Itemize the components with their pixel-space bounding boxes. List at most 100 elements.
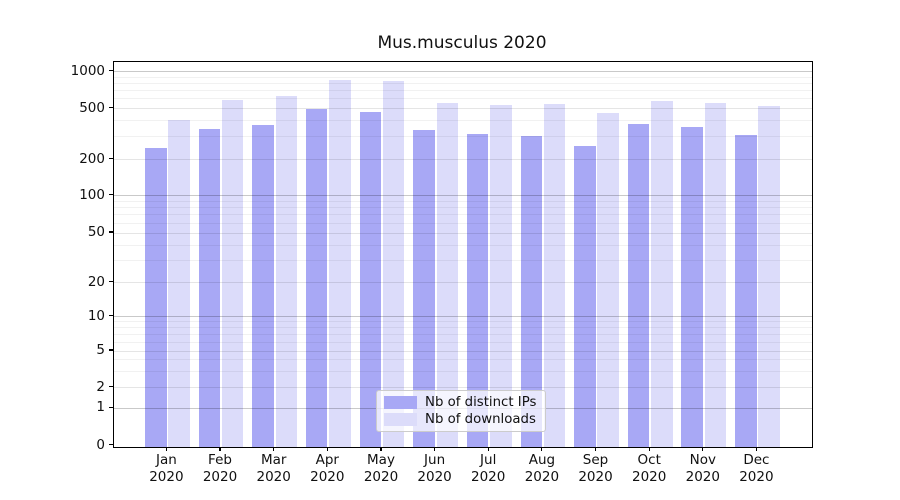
x-tick-label-aug: Aug 2020: [524, 452, 560, 485]
bar-distinct-ips-jan: [145, 148, 167, 447]
x-tick-label-nov: Nov 2020: [685, 452, 720, 485]
y-tick-mark: [109, 231, 113, 233]
minor-gridline: [114, 321, 812, 323]
legend-row: Nb of downloads: [384, 412, 538, 427]
bar-downloads-nov: [704, 102, 727, 447]
x-tick-label-jun: Jun 2020: [417, 452, 452, 485]
bar-distinct-ips-apr: [305, 109, 328, 447]
major-gridline: [114, 71, 812, 72]
x-tick-mark: [755, 447, 758, 451]
x-tick-mark: [273, 447, 275, 451]
x-tick-label-jul: Jul 2020: [471, 452, 506, 485]
bar-downloads-aug: [543, 104, 566, 447]
legend-row: Nb of distinct IPs: [384, 395, 538, 410]
minor-gridline: [114, 222, 812, 224]
y-tick-label: 50: [87, 224, 105, 240]
legend-label: Nb of downloads: [425, 412, 536, 428]
y-tick-mark: [109, 406, 113, 408]
x-tick-mark: [219, 447, 221, 451]
bar-downloads-jun: [436, 102, 458, 447]
minor-gridline: [114, 260, 812, 262]
y-tick-mark: [109, 443, 113, 446]
bar-distinct-ips-mar: [252, 124, 274, 447]
minor-gridline: [114, 341, 812, 343]
x-tick-label-dec: Dec 2020: [739, 452, 774, 485]
x-tick-mark: [165, 447, 168, 451]
x-tick-mark: [648, 447, 650, 451]
x-tick-label-oct: Oct 2020: [632, 452, 667, 485]
x-tick-mark: [594, 447, 597, 451]
bar-downloads-oct: [651, 100, 673, 447]
bar-distinct-ips-may: [359, 111, 382, 447]
y-tick-label: 1000: [70, 62, 105, 79]
medium-gridline: [114, 232, 812, 234]
minor-gridline: [114, 200, 812, 202]
x-tick-mark: [702, 447, 704, 451]
y-tick-mark: [109, 280, 113, 283]
y-tick-mark: [109, 315, 113, 317]
minor-gridline: [114, 136, 812, 138]
bar-distinct-ips-jun: [413, 130, 435, 447]
bar-downloads-feb: [221, 99, 244, 447]
x-tick-mark: [487, 447, 489, 451]
y-tick-label: 100: [79, 186, 105, 203]
legend-label: Nb of distinct IPs: [425, 394, 537, 410]
y-tick-label: 2: [96, 378, 105, 395]
y-tick-mark: [109, 106, 113, 109]
x-tick-label-jan: Jan 2020: [149, 452, 184, 485]
bar-distinct-ips-aug: [520, 135, 542, 447]
minor-gridline: [114, 82, 812, 84]
chart-title: Mus.musculus 2020: [377, 33, 547, 53]
minor-gridline: [114, 244, 812, 246]
legend-patch-downloads: [384, 413, 417, 427]
legend-patch-distinct-ips: [384, 395, 417, 409]
minor-gridline: [114, 327, 812, 329]
bar-distinct-ips-dec: [735, 134, 757, 447]
minor-gridline: [114, 76, 812, 78]
y-tick-label: 10: [87, 307, 105, 324]
x-tick-mark: [434, 447, 436, 451]
minor-gridline: [114, 207, 812, 209]
bar-downloads-may: [382, 80, 405, 447]
plot-area: [113, 61, 813, 448]
medium-gridline: [114, 350, 812, 352]
x-tick-label-feb: Feb 2020: [202, 452, 238, 485]
x-tick-label-sep: Sep 2020: [578, 452, 613, 485]
x-tick-mark: [326, 447, 328, 451]
minor-gridline: [114, 333, 812, 335]
bar-distinct-ips-nov: [681, 127, 703, 447]
y-tick-label: 500: [79, 99, 105, 116]
medium-gridline: [114, 108, 812, 109]
bar-distinct-ips-oct: [627, 123, 650, 447]
medium-gridline: [114, 282, 812, 283]
y-tick-label: 1: [96, 399, 105, 416]
y-tick-mark: [109, 193, 113, 196]
bar-downloads-jan: [168, 120, 190, 447]
bar-distinct-ips-sep: [574, 146, 596, 447]
bar-downloads-apr: [329, 80, 351, 447]
y-tick-label: 5: [96, 342, 105, 358]
bar-downloads-jul: [490, 104, 512, 447]
bar-distinct-ips-feb: [198, 129, 221, 447]
x-tick-label-apr: Apr 2020: [310, 452, 345, 485]
x-tick-label-mar: Mar 2020: [256, 452, 291, 485]
minor-gridline: [114, 120, 812, 122]
y-tick-label: 200: [79, 150, 105, 167]
medium-gridline: [114, 387, 812, 389]
minor-gridline: [114, 359, 812, 361]
bar-downloads-sep: [597, 112, 619, 447]
major-gridline: [114, 316, 812, 318]
y-tick-mark: [109, 386, 113, 388]
y-tick-label: 0: [96, 436, 105, 453]
y-tick-label: 20: [87, 273, 105, 290]
major-gridline: [114, 195, 812, 196]
minor-gridline: [114, 98, 812, 100]
legend: Nb of distinct IPs Nb of downloads: [376, 390, 546, 432]
medium-gridline: [114, 159, 812, 160]
x-tick-label-may: May 2020: [363, 452, 399, 485]
minor-gridline: [114, 90, 812, 91]
x-tick-mark: [541, 447, 543, 451]
y-tick-mark: [109, 69, 113, 72]
y-tick-mark: [109, 157, 113, 160]
